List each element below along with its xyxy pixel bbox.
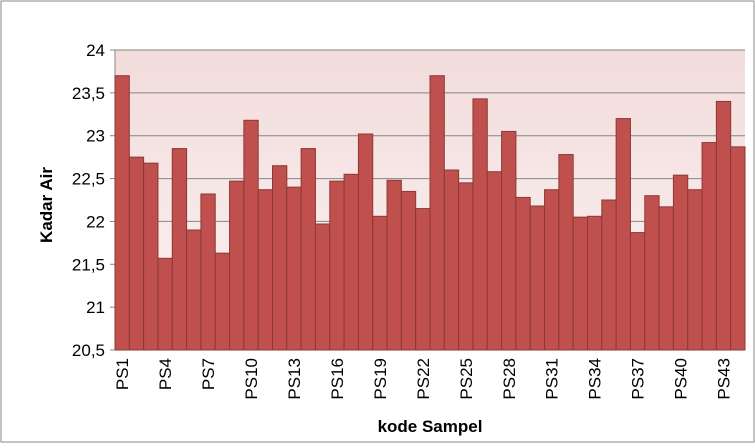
bar bbox=[615, 118, 631, 351]
bar bbox=[143, 162, 159, 351]
bar bbox=[672, 174, 689, 351]
bar bbox=[415, 208, 431, 351]
bar bbox=[572, 216, 589, 351]
bar bbox=[329, 180, 345, 351]
bar bbox=[157, 257, 173, 351]
bar bbox=[486, 171, 503, 351]
bar bbox=[300, 148, 316, 351]
bar bbox=[529, 205, 546, 351]
x-tick-label: PS34 bbox=[586, 358, 605, 400]
x-tick-label: PS4 bbox=[156, 358, 175, 390]
x-tick-label: PS22 bbox=[414, 358, 433, 400]
x-tick-label: PS16 bbox=[328, 358, 347, 400]
x-tick-label: PS19 bbox=[371, 358, 390, 400]
bar bbox=[601, 199, 617, 351]
bar bbox=[200, 193, 216, 351]
x-axis-title: kode Sampel bbox=[378, 417, 483, 436]
bar bbox=[515, 196, 531, 351]
x-tick-label: PS40 bbox=[672, 358, 691, 400]
bar bbox=[458, 182, 474, 351]
y-tick-label: 22 bbox=[86, 212, 105, 231]
bar bbox=[171, 148, 188, 351]
bar bbox=[472, 98, 488, 351]
bar bbox=[544, 189, 560, 351]
x-tick-label: PS10 bbox=[242, 358, 261, 400]
bar bbox=[715, 100, 732, 351]
bar bbox=[658, 206, 674, 351]
x-tick-label: PS25 bbox=[457, 358, 476, 400]
y-tick-label: 21,5 bbox=[72, 255, 105, 274]
y-tick-label: 23,5 bbox=[72, 84, 105, 103]
bar bbox=[272, 165, 288, 351]
bar bbox=[214, 252, 231, 351]
bar bbox=[429, 75, 445, 351]
bar bbox=[400, 190, 417, 351]
x-tick-label: PS43 bbox=[715, 358, 734, 400]
bar bbox=[558, 154, 574, 351]
bar bbox=[229, 180, 245, 351]
x-tick-label: PS7 bbox=[199, 358, 218, 390]
bar bbox=[286, 186, 302, 351]
x-tick-label: PS28 bbox=[500, 358, 519, 400]
y-tick-label: 23 bbox=[86, 127, 105, 146]
x-tick-label: PS13 bbox=[285, 358, 304, 400]
bar bbox=[730, 146, 746, 351]
x-tick-label: PS31 bbox=[543, 358, 562, 400]
bar bbox=[372, 215, 388, 351]
bar bbox=[357, 133, 374, 351]
x-tick-label: PS1 bbox=[113, 358, 132, 390]
bar bbox=[314, 223, 331, 351]
bar bbox=[629, 232, 646, 351]
bar bbox=[128, 156, 145, 351]
y-tick-label: 21 bbox=[86, 298, 105, 317]
bar bbox=[644, 195, 660, 351]
bar bbox=[386, 179, 402, 351]
bar bbox=[114, 75, 130, 351]
x-tick-label: PS37 bbox=[629, 358, 648, 400]
bar bbox=[701, 142, 717, 351]
bar bbox=[343, 173, 359, 351]
bar bbox=[687, 189, 703, 351]
bar bbox=[501, 130, 517, 351]
y-tick-label: 22,5 bbox=[72, 170, 105, 189]
y-tick-label: 20,5 bbox=[72, 341, 105, 360]
bar bbox=[257, 189, 274, 351]
y-axis-title: Kadar Air bbox=[37, 167, 56, 243]
bar bbox=[443, 169, 460, 351]
y-tick-label: 24 bbox=[86, 41, 105, 60]
bar bbox=[186, 229, 202, 351]
bar bbox=[587, 215, 603, 351]
bar bbox=[243, 119, 259, 351]
